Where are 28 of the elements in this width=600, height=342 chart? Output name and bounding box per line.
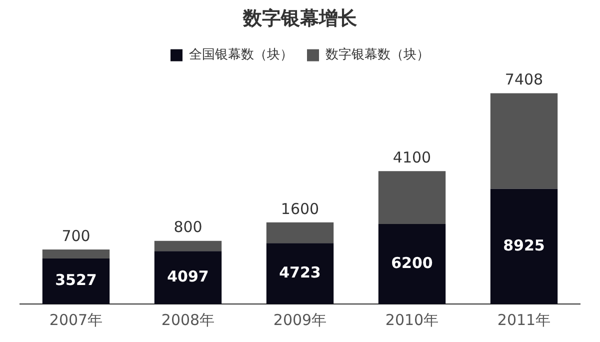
data-label: 700 [62,226,90,245]
bar [266,243,334,304]
data-label: 8925 [503,236,545,254]
x-tick-label: 2010年 [385,310,439,329]
x-tick-label: 2009年 [273,310,327,329]
bar [490,93,558,189]
data-label: 4723 [279,263,321,282]
x-tick-label: 2007年 [49,310,103,329]
bar [154,251,222,304]
data-label: 800 [174,218,202,236]
legend-label: 全国银幕数（块） [189,48,293,63]
data-label: 4100 [392,148,432,167]
bar [42,249,110,258]
x-tick-label: 2011年 [497,310,551,329]
bar [154,240,222,252]
bar [42,258,110,304]
chart-title: 数字银幕增长 [242,7,358,30]
data-label: 1600 [280,200,320,218]
data-label: 3527 [55,271,97,290]
data-label: 4097 [167,267,209,286]
legend-label: 数字银幕数（块） [326,46,430,63]
bar [490,188,558,304]
x-tick-label: 2008年 [161,310,215,329]
bar [266,222,334,244]
data-label: 7408 [504,70,544,89]
data-label: 6200 [391,254,433,272]
bar [378,171,446,224]
bar [378,224,446,304]
